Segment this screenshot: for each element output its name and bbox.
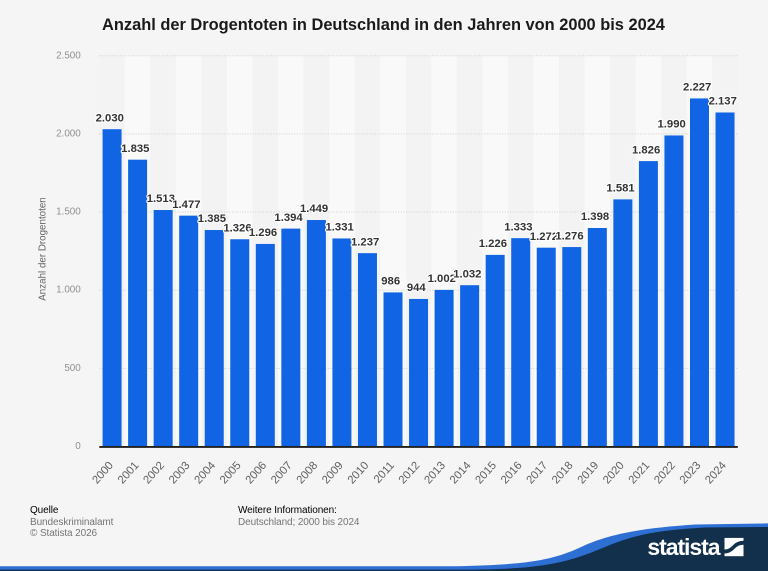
- svg-text:1.032: 1.032: [453, 268, 481, 280]
- svg-text:1.000: 1.000: [56, 285, 81, 296]
- svg-text:1.226: 1.226: [479, 238, 507, 250]
- svg-text:1.449: 1.449: [300, 203, 328, 215]
- svg-text:1.296: 1.296: [249, 227, 277, 239]
- svg-text:2.030: 2.030: [96, 112, 124, 124]
- svg-text:1.398: 1.398: [581, 211, 609, 223]
- svg-text:1.333: 1.333: [504, 221, 532, 233]
- svg-text:1.002: 1.002: [428, 273, 456, 285]
- svg-text:1.394: 1.394: [274, 212, 303, 224]
- svg-text:1.513: 1.513: [147, 193, 175, 205]
- svg-text:1.581: 1.581: [606, 183, 634, 195]
- svg-text:1.272: 1.272: [530, 231, 558, 243]
- svg-text:0: 0: [75, 441, 81, 452]
- svg-text:1.276: 1.276: [555, 230, 583, 242]
- svg-text:statista: statista: [647, 534, 720, 560]
- svg-text:1.990: 1.990: [658, 119, 686, 131]
- svg-text:1.826: 1.826: [632, 144, 660, 156]
- svg-text:Anzahl der Drogentoten in Deut: Anzahl der Drogentoten in Deutschland in…: [102, 16, 666, 34]
- svg-text:1.385: 1.385: [198, 213, 226, 225]
- svg-text:500: 500: [64, 363, 81, 374]
- svg-text:944: 944: [407, 282, 427, 294]
- svg-text:986: 986: [381, 276, 400, 288]
- svg-text:Anzahl der Drogentoten: Anzahl der Drogentoten: [38, 197, 49, 300]
- svg-text:1.500: 1.500: [56, 207, 81, 218]
- svg-text:1.326: 1.326: [223, 222, 251, 234]
- svg-text:1.237: 1.237: [351, 236, 379, 248]
- svg-text:1.477: 1.477: [172, 199, 200, 211]
- svg-text:2.000: 2.000: [56, 128, 81, 139]
- svg-text:1.331: 1.331: [325, 222, 353, 234]
- svg-text:2.227: 2.227: [683, 82, 711, 94]
- svg-text:2.500: 2.500: [56, 50, 81, 61]
- svg-text:1.835: 1.835: [121, 143, 149, 155]
- svg-text:2.137: 2.137: [709, 96, 737, 108]
